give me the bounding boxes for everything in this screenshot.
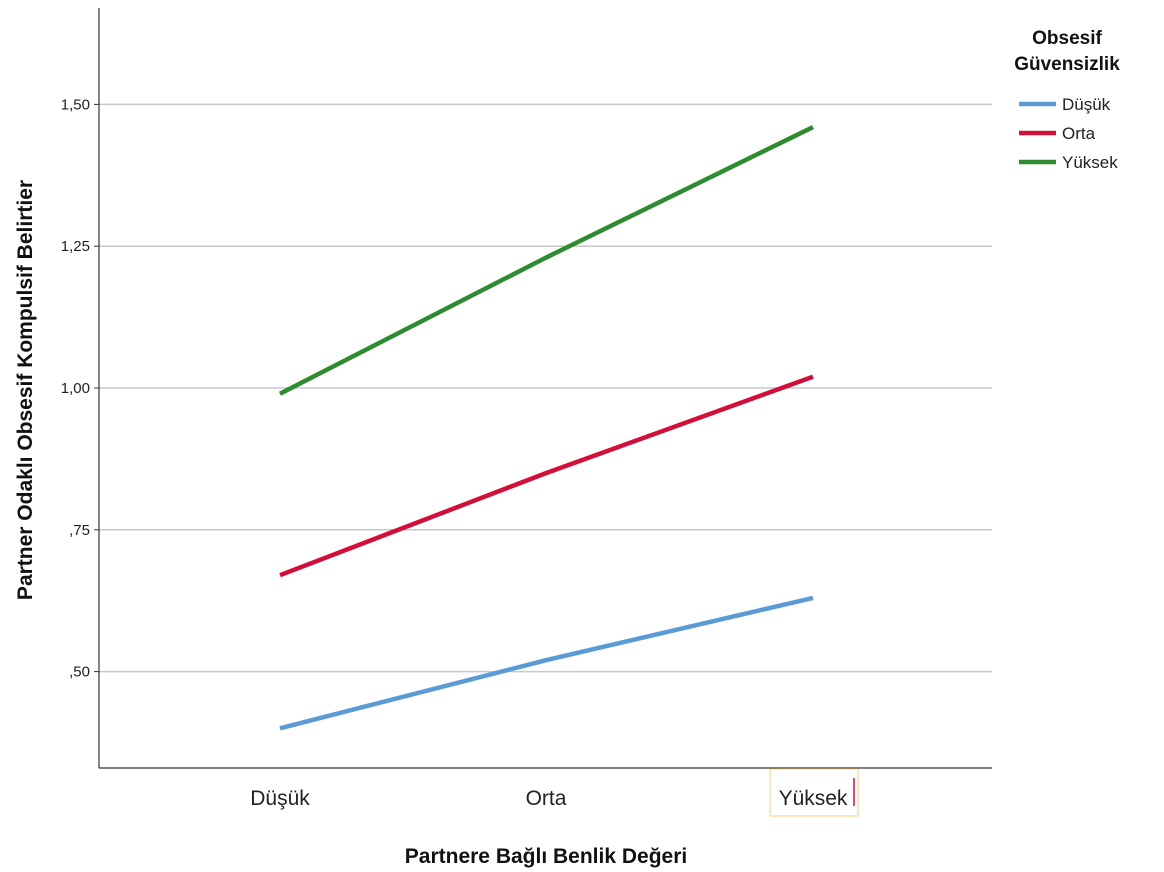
y-tick-label: 1,00 [61, 380, 90, 397]
series-lines [278, 125, 814, 731]
y-axis-title: Partner Odaklı Obsesif Kompulsif Belirti… [14, 180, 37, 600]
legend: Obsesif Güvensizlik Düşük Orta Yüksek [1014, 28, 1120, 172]
legend-label: Yüksek [1062, 153, 1118, 172]
x-category-label: Orta [526, 787, 567, 810]
legend-title-line1: Obsesif [1032, 28, 1102, 49]
legend-label: Orta [1062, 124, 1096, 143]
x-category-labels: Düşük Orta Yüksek [250, 787, 848, 810]
axes [98, 8, 992, 769]
y-tick-labels: 1,50 1,25 1,00 ,75 ,50 [61, 96, 90, 680]
gridlines [94, 103, 992, 673]
legend-title-line2: Güvensizlik [1014, 54, 1120, 75]
legend-label: Düşük [1062, 95, 1111, 114]
y-tick-label: ,50 [69, 664, 90, 681]
x-category-label: Yüksek [779, 787, 848, 810]
y-tick-label: ,75 [69, 522, 90, 539]
legend-items: Düşük Orta Yüksek [1019, 95, 1118, 172]
series-line [279, 595, 814, 731]
y-tick-label: 1,25 [61, 238, 90, 255]
series-line [278, 125, 814, 396]
x-category-label: Düşük [250, 787, 310, 810]
category-label-highlight-box [769, 768, 859, 817]
x-axis-title: Partnere Bağlı Benlik Değeri [405, 845, 687, 868]
series-line [279, 374, 814, 578]
y-tick-label: 1,50 [61, 96, 90, 113]
